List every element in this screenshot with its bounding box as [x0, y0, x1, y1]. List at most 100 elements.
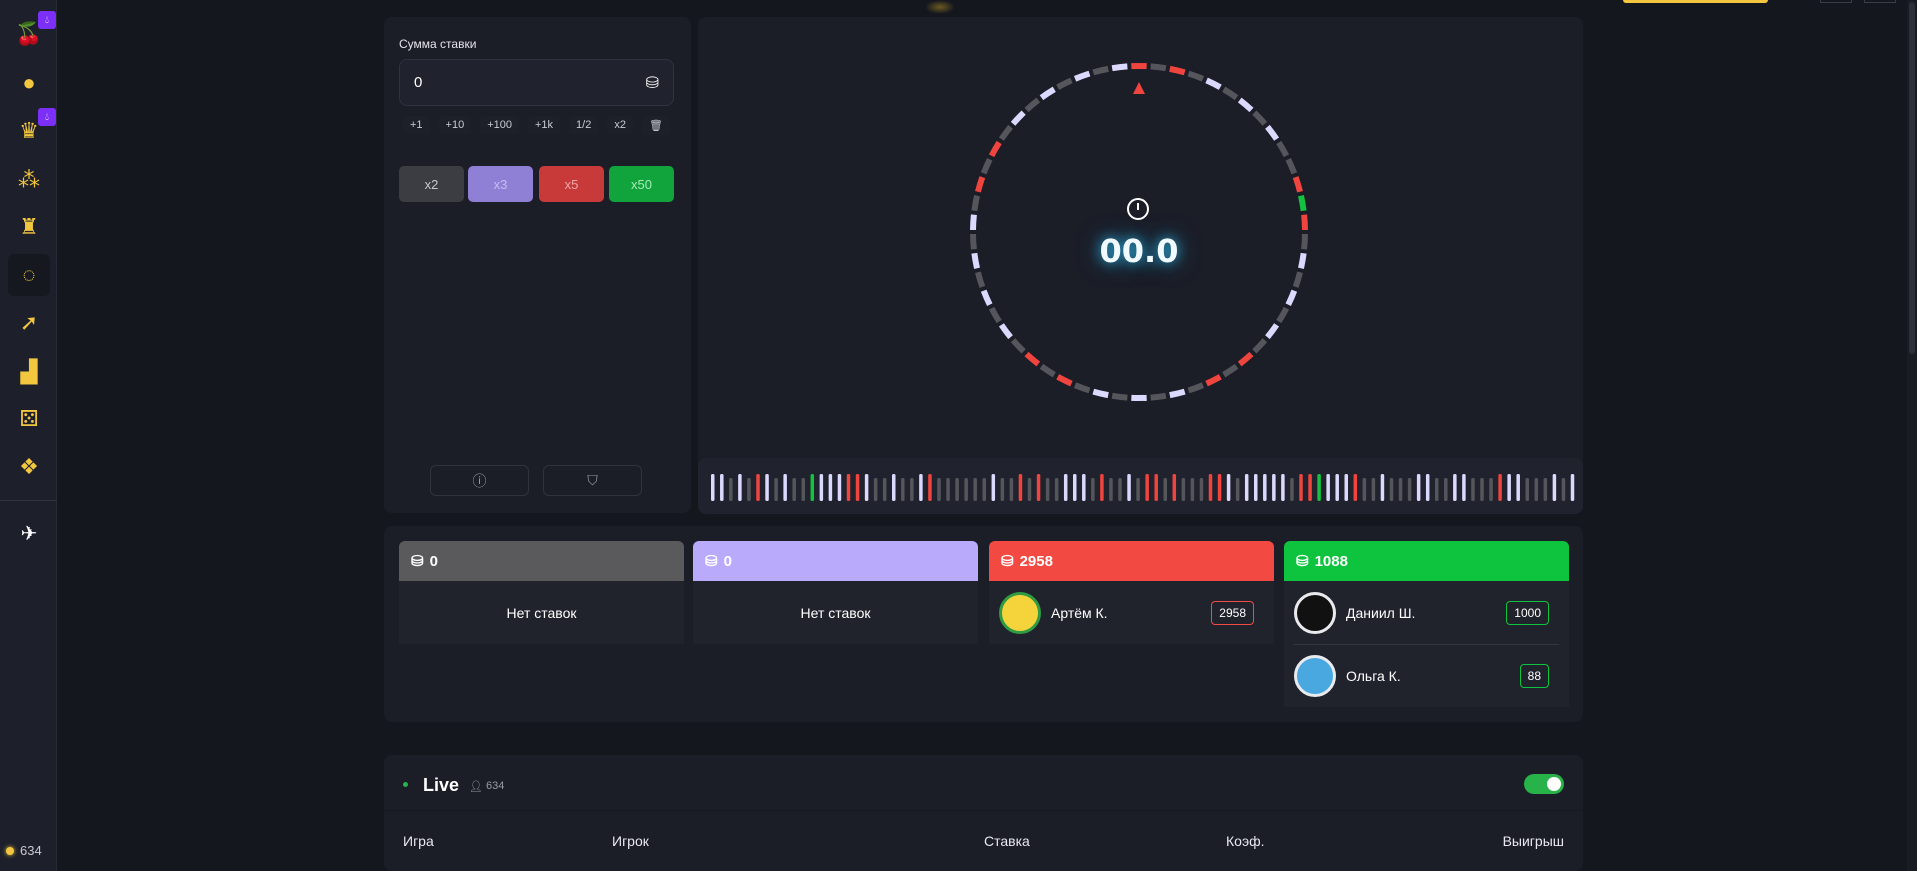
history-bar — [1299, 474, 1303, 501]
history-bar — [1036, 474, 1041, 501]
sidebar-item-chart[interactable]: ▟ — [8, 351, 50, 393]
sidebar-item-wheel[interactable]: ◌ — [8, 254, 50, 296]
hot-badge-icon: 💧︎ — [38, 108, 56, 126]
wheel-segment — [1298, 195, 1307, 212]
history-bar — [801, 478, 805, 501]
quick-add-1[interactable]: +1 — [403, 116, 430, 134]
quick-add-10[interactable]: +10 — [438, 116, 472, 134]
top-icon-button[interactable] — [1820, 0, 1852, 3]
wheel-segment — [1111, 63, 1128, 72]
quick-add-100[interactable]: +100 — [480, 116, 519, 134]
clock-icon — [1127, 198, 1149, 220]
clear-bet-trash-icon[interactable]: 🗑 — [641, 115, 670, 135]
history-bar — [1416, 474, 1421, 501]
sidebar-item-coins-pyramid[interactable]: ⁂ — [8, 159, 50, 201]
wheel-segment — [1039, 363, 1056, 378]
history-bar — [1063, 474, 1068, 501]
history-bar — [991, 474, 996, 501]
sidebar-item-dice[interactable]: ⚄ — [8, 398, 50, 440]
bet-amount-value: 0 — [414, 74, 423, 91]
history-bar — [1353, 474, 1358, 501]
telegram-icon[interactable]: ✈ — [20, 522, 38, 545]
history-bar — [910, 478, 914, 501]
quick-add-1k[interactable]: +1k — [528, 116, 561, 134]
bet-entry: Даниил Ш. 1000 — [1294, 590, 1559, 635]
history-bar — [783, 474, 787, 501]
wheel-segment — [1222, 86, 1239, 101]
user-icon: 👤︎ — [469, 781, 483, 793]
history-bar — [1154, 474, 1158, 501]
sidebar-item-rocket[interactable]: ➚ — [8, 302, 50, 344]
bet-amount-input[interactable]: 0 ⛁ — [399, 59, 674, 106]
wheel-segment — [1092, 388, 1109, 399]
scrollbar[interactable] — [1907, 0, 1917, 871]
history-bar — [1281, 474, 1285, 501]
col-header-game: Игра — [403, 833, 434, 849]
wheel-segment — [1024, 351, 1041, 367]
sidebar-item-fruit[interactable]: ● — [8, 62, 50, 104]
wheel-segment — [1265, 323, 1280, 340]
top-icon-button[interactable] — [1864, 0, 1896, 3]
history-bar — [1398, 478, 1403, 501]
live-viewers: 👤︎ 634 — [469, 780, 505, 793]
bet-column-header[interactable]: ⛁ 1088 — [1284, 541, 1569, 581]
history-bar — [1534, 478, 1539, 501]
history-bar — [1045, 478, 1050, 501]
history-bar — [1244, 474, 1249, 501]
coins-icon: ⛁ — [1296, 553, 1309, 570]
history-bar — [1326, 474, 1330, 501]
history-bar — [1100, 474, 1104, 501]
wheel-segment — [1056, 77, 1073, 90]
wheel-segment — [1298, 252, 1307, 269]
bet-column-header[interactable]: ⛁ 0 — [693, 541, 978, 581]
wheel-segment — [1252, 110, 1268, 126]
history-bar — [729, 478, 733, 501]
sidebar-item-tower[interactable]: ♜ — [8, 206, 50, 248]
fairness-button[interactable]: ⛉ — [543, 465, 642, 496]
wheel-segment — [1092, 65, 1109, 76]
wheel-segment — [971, 252, 980, 269]
history-bar — [1054, 478, 1059, 501]
history-bar — [1335, 474, 1339, 501]
wheel-panel — [698, 17, 1583, 513]
player-name: Ольга К. — [1346, 667, 1401, 684]
multiplier-x5-button[interactable]: x5 — [539, 166, 604, 202]
history-bar — [1543, 478, 1548, 501]
sidebar-item-crown[interactable]: ♛ — [8, 110, 50, 152]
history-bar — [1199, 478, 1204, 501]
chart-icon: ▟ — [20, 359, 38, 384]
coins-icon: ⛁ — [645, 74, 659, 92]
sidebar-item-slots[interactable]: ❖ — [8, 446, 50, 488]
multiplier-x50-button[interactable]: x50 — [609, 166, 674, 202]
bet-column-header[interactable]: ⛁ 0 — [399, 541, 684, 581]
coins-icon: ⛁ — [411, 553, 424, 570]
history-bar — [1190, 478, 1195, 501]
top-action-button[interactable] — [1623, 0, 1768, 3]
history-bar — [1226, 474, 1231, 501]
sidebar-divider — [0, 500, 57, 501]
info-icon: ⓘ — [472, 472, 487, 489]
history-bar — [1000, 478, 1005, 501]
history-bar — [1235, 478, 1240, 501]
col-header-bet: Ставка — [984, 833, 1030, 849]
multiplier-x3-button[interactable]: x3 — [468, 166, 533, 202]
wheel-segment — [1301, 233, 1308, 250]
quick-half[interactable]: 1/2 — [569, 116, 599, 134]
wheel-segment — [1056, 374, 1073, 387]
bet-entry: Ольга К. 88 — [1294, 653, 1559, 698]
wheel-segment — [980, 289, 993, 307]
bet-amount: 1000 — [1506, 600, 1549, 625]
history-bar — [1018, 474, 1023, 501]
history-bar — [864, 474, 869, 501]
multiplier-x2-button[interactable]: x2 — [399, 166, 464, 202]
info-button[interactable]: ⓘ — [430, 465, 529, 496]
bet-column-header[interactable]: ⛁ 2958 — [989, 541, 1274, 581]
sidebar: 🍒 💧︎ ● ♛ 💧︎ ⁂ ♜ ◌ ➚ ▟ ⚄ ❖ ✈ 634 — [0, 0, 57, 871]
coins-icon: ⛁ — [1001, 553, 1014, 570]
history-bar — [819, 474, 824, 501]
live-toggle[interactable] — [1524, 774, 1564, 794]
wheel-segment — [1276, 306, 1290, 324]
history-bar — [1471, 478, 1475, 501]
history-bar — [1516, 474, 1520, 501]
quick-double[interactable]: x2 — [607, 116, 633, 134]
